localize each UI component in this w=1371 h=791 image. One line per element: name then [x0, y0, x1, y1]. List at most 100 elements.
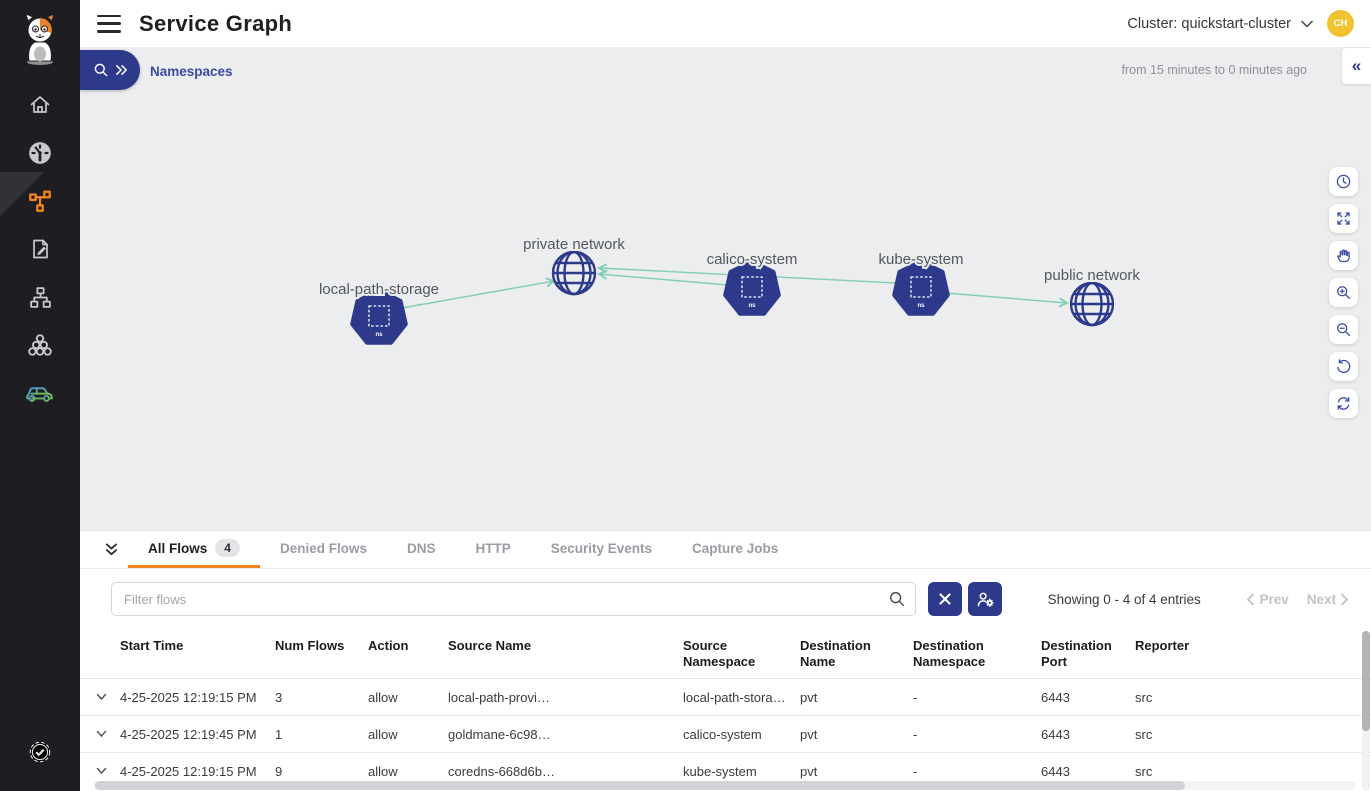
tab-all-flows[interactable]: All Flows 4 [128, 531, 260, 568]
tab-label: DNS [406, 540, 436, 556]
sidebar-item-certificate[interactable] [0, 732, 80, 772]
zoom-in-button[interactable] [1329, 278, 1358, 307]
reset-view-button[interactable] [1329, 352, 1358, 381]
col-start-time[interactable]: Start Time [120, 638, 184, 653]
cluster-selector[interactable]: Cluster: quickstart-cluster [1127, 16, 1313, 32]
endpoints-cluster-icon [28, 334, 52, 356]
horizontal-scrollbar[interactable] [94, 781, 1356, 790]
zoom-out-button[interactable] [1329, 315, 1358, 344]
sidebar-item-policies[interactable] [0, 229, 80, 269]
graph-toolbar [1329, 167, 1358, 418]
graph-canvas[interactable]: ns local-path-storage private network ns… [80, 47, 1371, 530]
pagination: Prev Next [1246, 592, 1355, 607]
time-settings-button[interactable] [1329, 167, 1358, 196]
flows-filter-row: Showing 0 - 4 of 4 entries Prev Next [80, 569, 1371, 626]
graph-node-public-network[interactable] [1069, 281, 1115, 327]
sidebar-item-service-graph[interactable] [0, 181, 80, 221]
filter-flows-input[interactable] [111, 582, 916, 616]
tab-denied-flows[interactable]: Denied Flows [260, 531, 387, 568]
fit-screen-icon [1337, 212, 1350, 225]
row-expand-chevron[interactable] [96, 767, 120, 775]
close-icon [939, 593, 951, 605]
node-label[interactable]: public network [1042, 265, 1142, 286]
user-avatar[interactable]: CH [1327, 10, 1354, 37]
tab-security-events[interactable]: Security Events [531, 531, 672, 568]
prev-page-button[interactable]: Prev [1246, 592, 1289, 607]
tab-http[interactable]: HTTP [455, 531, 530, 568]
user-gear-icon [977, 592, 994, 607]
policies-edit-icon [33, 239, 48, 259]
flows-table: Start Time Num Flows Action Source Name … [80, 630, 1371, 789]
graph-node-private-network[interactable] [551, 250, 597, 296]
ns-badge: ns [917, 303, 925, 309]
right-panel-toggle[interactable]: « [1342, 48, 1371, 84]
graph-search-expander[interactable] [80, 50, 140, 90]
search-icon [94, 63, 107, 77]
cell-source-namespace: calico-system [683, 726, 762, 742]
row-expand-chevron[interactable] [96, 693, 120, 701]
clock-icon [1336, 174, 1351, 189]
reset-undo-icon [1337, 359, 1351, 374]
guided-tour-car-icon [26, 387, 53, 402]
cell-destination-namespace: - [913, 763, 918, 779]
menu-toggle-button[interactable] [97, 14, 121, 33]
cell-destination-port: 6443 [1041, 726, 1070, 742]
cell-num-flows: 9 [275, 763, 283, 779]
tab-dns[interactable]: DNS [387, 531, 456, 568]
col-destination-port[interactable]: Destination Port [1041, 638, 1112, 670]
col-action[interactable]: Action [368, 638, 409, 653]
row-expand-chevron[interactable] [96, 730, 120, 738]
panel-collapse-button[interactable] [94, 531, 128, 568]
sidebar-item-endpoints[interactable] [0, 325, 80, 365]
next-page-button[interactable]: Next [1307, 592, 1349, 607]
col-reporter[interactable]: Reporter [1135, 638, 1190, 653]
cell-source-name: local-path-provi… [448, 689, 550, 705]
chevron-down-icon [96, 767, 107, 775]
vertical-scrollbar-thumb[interactable] [1362, 631, 1370, 731]
tab-count-badge: 4 [215, 539, 240, 557]
refresh-button[interactable] [1329, 389, 1358, 418]
cell-reporter: src [1135, 689, 1153, 705]
table-row[interactable]: 4-25-2025 12:19:45 PM 1 allow goldmane-6… [80, 715, 1371, 752]
pan-button[interactable] [1329, 241, 1358, 270]
graph-node-calico-system[interactable]: ns [723, 259, 781, 316]
col-destination-namespace[interactable]: Destination Namespace [913, 638, 986, 670]
chevron-left-icon [1247, 593, 1255, 605]
col-num-flows[interactable]: Num Flows [275, 638, 345, 653]
service-graph-icon [29, 190, 51, 212]
edge-kube-to-public [945, 292, 1067, 303]
cluster-label: Cluster: quickstart-cluster [1127, 15, 1291, 32]
col-source-name[interactable]: Source Name [448, 638, 532, 653]
vertical-scrollbar[interactable] [1362, 631, 1370, 791]
sidebar-item-home[interactable] [0, 85, 80, 125]
clear-filter-button[interactable] [928, 582, 962, 616]
sidebar-item-networks[interactable] [0, 277, 80, 317]
horizontal-scrollbar-thumb[interactable] [95, 781, 1185, 790]
node-label[interactable]: local-path-storage [317, 279, 441, 300]
fit-to-screen-button[interactable] [1329, 204, 1358, 233]
tab-capture-jobs[interactable]: Capture Jobs [672, 531, 798, 568]
chevron-down-icon [96, 693, 107, 701]
cell-reporter: src [1135, 763, 1153, 779]
customize-columns-button[interactable] [968, 582, 1002, 616]
cell-start-time: 4-25-2025 12:19:15 PM [120, 763, 257, 779]
node-label[interactable]: kube-system [876, 249, 965, 270]
col-source-namespace[interactable]: Source Namespace [683, 638, 756, 670]
cell-num-flows: 1 [275, 726, 283, 742]
search-icon[interactable] [888, 590, 906, 613]
breadcrumb[interactable]: Namespaces [150, 64, 233, 79]
table-row[interactable]: 4-25-2025 12:19:15 PM 3 allow local-path… [80, 678, 1371, 715]
tab-label: Security Events [550, 540, 653, 556]
node-label[interactable]: calico-system [705, 249, 800, 270]
col-destination-name[interactable]: Destination Name [800, 638, 871, 670]
calico-logo[interactable] [16, 12, 64, 66]
cell-action: allow [368, 763, 398, 779]
table-row[interactable]: 4-25-2025 12:19:15 PM 9 allow coredns-66… [80, 752, 1371, 789]
graph-node-local-path-storage[interactable]: ns [350, 288, 408, 345]
node-label[interactable]: private network [521, 234, 627, 255]
sidebar-item-guided-tour[interactable] [0, 372, 80, 412]
tab-label: Denied Flows [279, 540, 367, 556]
graph-node-kube-system[interactable]: ns [892, 259, 950, 316]
sidebar-item-dashboards[interactable] [0, 133, 80, 173]
